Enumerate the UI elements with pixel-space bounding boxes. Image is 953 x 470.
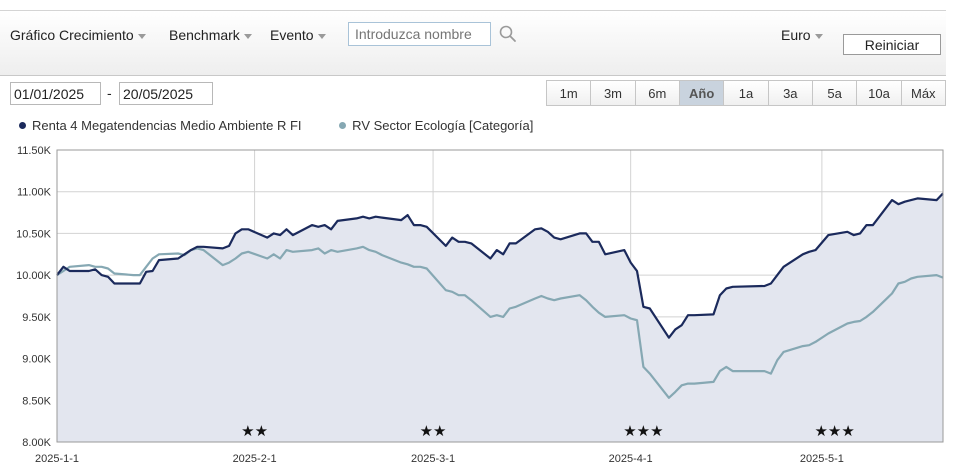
event-menu-label: Evento [270,27,314,43]
period-selector: 1m 3m 6m Año 1a 3a 5a 10a Máx [546,80,946,106]
chevron-down-icon [137,33,146,39]
period-button-año[interactable]: Año [679,81,725,105]
y-tick-label: 8.00K [22,437,51,449]
y-tick-label: 8.50K [22,395,51,407]
chart-legend: Renta 4 Megatendencias Medio Ambiente R … [19,118,567,133]
period-button-3a[interactable]: 3a [768,81,813,105]
rating-stars: ★★★ [814,422,854,440]
x-tick-label: 2025-3-1 [411,453,455,465]
y-tick-label: 11.50K [17,145,52,157]
growth-chart-menu[interactable]: Gráfico Crecimiento [10,27,146,43]
search-icon[interactable] [498,24,518,44]
period-button-10a[interactable]: 10a [857,81,902,105]
y-tick-label: 9.00K [22,354,51,366]
legend-label-category: RV Sector Ecología [Categoría] [352,118,534,133]
reset-button[interactable]: Reiniciar [843,34,941,55]
currency-menu-label: Euro [781,27,811,43]
legend-item-category[interactable]: RV Sector Ecología [Categoría] [339,118,533,133]
y-tick-label: 9.50K [22,312,51,324]
currency-menu[interactable]: Euro [781,27,823,43]
benchmark-menu[interactable]: Benchmark [169,27,252,43]
growth-line-chart: 8.00K 8.50K 9.00K 9.50K 10.00K 10.50K 11.00K 11… [16,145,944,465]
x-tick-label: 2025-4-1 [609,453,653,465]
event-menu[interactable]: Evento [270,27,326,43]
period-button-1m[interactable]: 1m [547,81,592,105]
plot-border [56,149,944,443]
legend-marker-fund [19,122,26,129]
rating-stars: ★★ [241,422,268,440]
period-button-máx[interactable]: Máx [901,81,945,105]
chevron-down-icon [243,33,252,39]
period-button-5a[interactable]: 5a [812,81,858,105]
fund-area-fill [57,193,943,442]
chart-toolbar: Gráfico Crecimiento Benchmark Evento Eur… [0,10,946,76]
series-line-fund [56,192,944,339]
y-tick-label: 11.00K [17,187,52,199]
end-date-input[interactable] [119,82,213,105]
period-button-3m[interactable]: 3m [591,81,636,105]
date-separator: - [107,85,112,101]
y-tick-label: 10.50K [16,228,52,240]
growth-chart-menu-label: Gráfico Crecimiento [10,27,134,43]
series-line-category [56,245,944,399]
legend-item-fund[interactable]: Renta 4 Megatendencias Medio Ambiente R … [19,118,302,133]
x-tick-label: 2025-1-1 [35,453,79,465]
rating-stars: ★★ [420,422,447,440]
period-button-6m[interactable]: 6m [635,81,680,105]
y-tick-label: 10.00K [16,270,52,282]
legend-label-fund: Renta 4 Megatendencias Medio Ambiente R … [32,118,302,133]
legend-marker-category [339,122,347,129]
rating-stars: ★★★ [623,422,663,440]
x-tick-label: 2025-2-1 [233,453,277,465]
search-input[interactable] [348,22,491,46]
x-tick-label: 2025-5-1 [800,453,844,465]
chevron-down-icon [814,33,823,39]
period-button-1a[interactable]: 1a [724,81,769,105]
chevron-down-icon [317,33,326,39]
benchmark-menu-label: Benchmark [169,27,240,43]
start-date-input[interactable] [10,82,101,105]
